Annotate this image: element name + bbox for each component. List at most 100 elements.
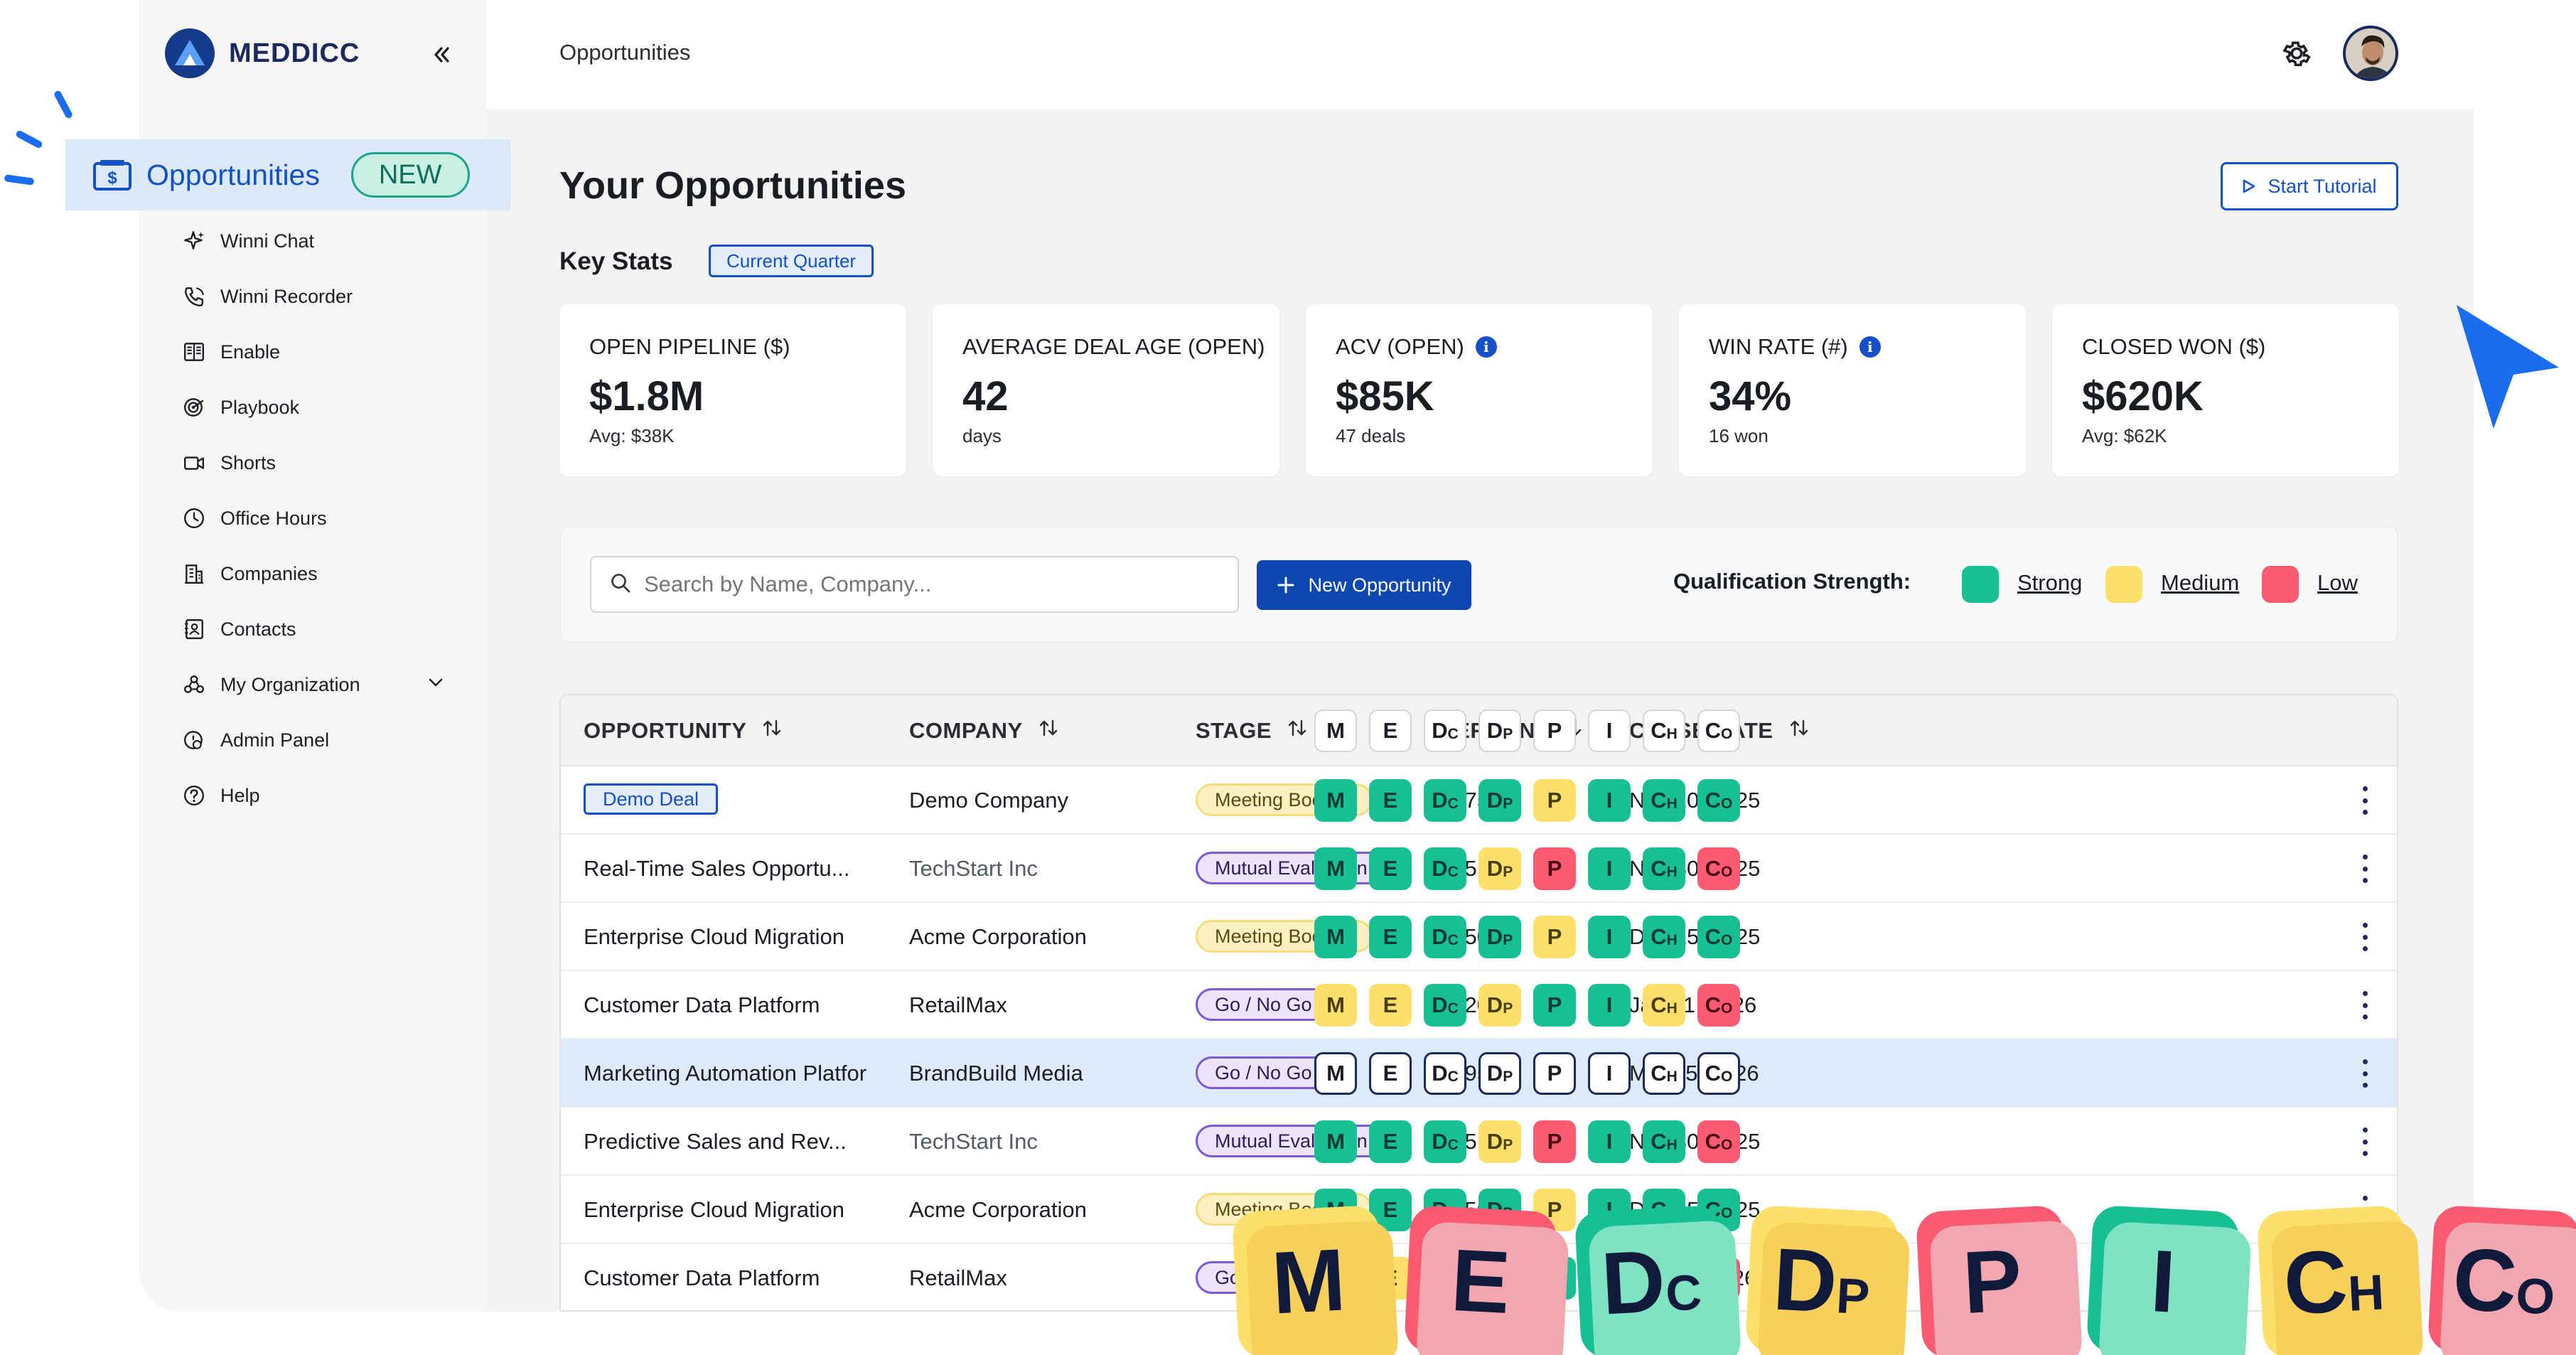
company-name[interactable]: Demo Company (909, 788, 1068, 813)
settings-button[interactable] (2280, 37, 2313, 73)
legend-medium[interactable]: Medium (2161, 570, 2240, 595)
meddicc-score-m[interactable]: M (1314, 1052, 1357, 1095)
stage-badge[interactable]: Mutual Evaluation (1196, 1125, 1387, 1157)
column-header-opportunity[interactable]: OPPORTUNITY (584, 718, 782, 744)
opportunity-name[interactable]: Enterprise Cloud Migration (584, 1197, 845, 1222)
meddicc-score-e[interactable]: E (1369, 779, 1412, 822)
company-name[interactable]: RetailMax (909, 992, 1007, 1017)
stage-badge[interactable]: Go / No Go (1196, 988, 1331, 1021)
company-name[interactable]: TechStart Inc (909, 1129, 1038, 1154)
demo-deal-badge[interactable]: Demo Deal (584, 783, 719, 815)
row-menu-icon[interactable] (2358, 991, 2372, 1019)
sidebar-item-contacts[interactable]: Contacts (179, 601, 463, 657)
meddicc-score-m[interactable]: M (1314, 847, 1357, 890)
company-name[interactable]: Acme Corporation (909, 924, 1087, 949)
quarter-filter[interactable]: Current Quarter (709, 245, 874, 277)
new-opportunity-button[interactable]: New Opportunity (1257, 560, 1471, 610)
opportunity-name[interactable]: Customer Data Platform (584, 1265, 820, 1290)
meddicc-score-i[interactable]: I (1588, 847, 1631, 890)
meddicc-score-p[interactable]: P (1533, 1052, 1576, 1095)
meddicc-score-e[interactable]: E (1369, 1052, 1412, 1095)
meddicc-header-i[interactable]: I (1588, 709, 1631, 752)
column-header-stage[interactable]: STAGE (1196, 718, 1307, 744)
logo[interactable]: MEDDICC (165, 28, 360, 78)
table-row[interactable]: Demo Deal Demo Company Meeting Booked $275K… (561, 766, 2397, 835)
meddicc-score-i[interactable]: I (1588, 779, 1631, 822)
start-tutorial-button[interactable]: Start Tutorial (2221, 162, 2398, 210)
search-input[interactable] (644, 572, 1213, 597)
meddicc-score-m[interactable]: M (1314, 984, 1357, 1027)
user-avatar[interactable] (2343, 26, 2398, 81)
meddicc-score-i[interactable]: I (1588, 984, 1631, 1027)
company-name[interactable]: Acme Corporation (909, 1197, 1087, 1222)
meddicc-score-p[interactable]: P (1533, 779, 1576, 822)
opportunity-name[interactable]: Predictive Sales and Rev... (584, 1129, 847, 1154)
legend-strong[interactable]: Strong (2017, 570, 2083, 595)
sidebar-item-enable[interactable]: Enable (179, 324, 463, 380)
meddicc-score-i[interactable]: I (1588, 1120, 1631, 1163)
company-name[interactable]: BrandBuild Media (909, 1061, 1083, 1086)
meddicc-score-p[interactable]: P (1533, 847, 1576, 890)
meddicc-score-p[interactable]: P (1533, 1120, 1576, 1163)
meddicc-score-e[interactable]: E (1369, 1120, 1412, 1163)
table-row[interactable]: Marketing Automation Platfor BrandBuild M… (561, 1039, 2397, 1108)
search-field[interactable] (590, 556, 1239, 613)
row-menu-icon[interactable] (2358, 1059, 2372, 1088)
table-row[interactable]: Real-Time Sales Opportu... TechStart Inc M… (561, 835, 2397, 903)
sidebar-item-admin-panel[interactable]: Admin Panel (179, 712, 463, 768)
meddicc-score-m[interactable]: M (1314, 916, 1357, 958)
meddicc-score-m[interactable]: M (1314, 779, 1357, 822)
sidebar-item-help[interactable]: Help (179, 768, 463, 823)
meddicc-score-p[interactable]: P (1533, 916, 1576, 958)
sidebar-item-winni-recorder[interactable]: Winni Recorder (179, 269, 463, 324)
collapse-sidebar-button[interactable] (424, 37, 459, 73)
meddicc-score-p[interactable]: P (1533, 1189, 1576, 1231)
meddicc-header-e[interactable]: E (1369, 709, 1412, 752)
meddicc-score-p[interactable]: P (1533, 984, 1576, 1027)
table-row[interactable]: Predictive Sales and Rev... TechStart Inc… (561, 1108, 2397, 1176)
legend-low[interactable]: Low (2317, 570, 2358, 595)
row-menu-icon[interactable] (2358, 786, 2372, 815)
info-icon[interactable]: i (1475, 336, 1497, 358)
meddicc-score-i[interactable]: I (1588, 916, 1631, 958)
row-menu-icon[interactable] (2358, 923, 2372, 951)
company-name[interactable]: TechStart Inc (909, 856, 1038, 881)
opportunity-name[interactable]: Marketing Automation Platfor (584, 1061, 867, 1086)
table-row[interactable]: Customer Data Platform RetailMax Go / No G… (561, 971, 2397, 1039)
stage-badge[interactable]: Go / No Go (1196, 1056, 1331, 1089)
opportunity-name[interactable]: Customer Data Platform (584, 992, 820, 1017)
row-menu-icon[interactable] (2358, 1128, 2372, 1156)
column-header-company[interactable]: COMPANY (909, 718, 1058, 744)
meddicc-score-e[interactable]: E (1369, 984, 1412, 1027)
sidebar-item-winni-chat[interactable]: Winni Chat (179, 213, 463, 269)
company-name[interactable]: RetailMax (909, 1265, 1007, 1290)
sidebar-item-my-organization[interactable]: My Organization (179, 657, 463, 712)
sidebar-item-playbook[interactable]: Playbook (179, 380, 463, 435)
row-menu-icon[interactable] (2358, 855, 2372, 883)
stage-badge[interactable]: Mutual Evaluation (1196, 852, 1387, 884)
meddicc-score-e[interactable]: E (1369, 847, 1412, 890)
